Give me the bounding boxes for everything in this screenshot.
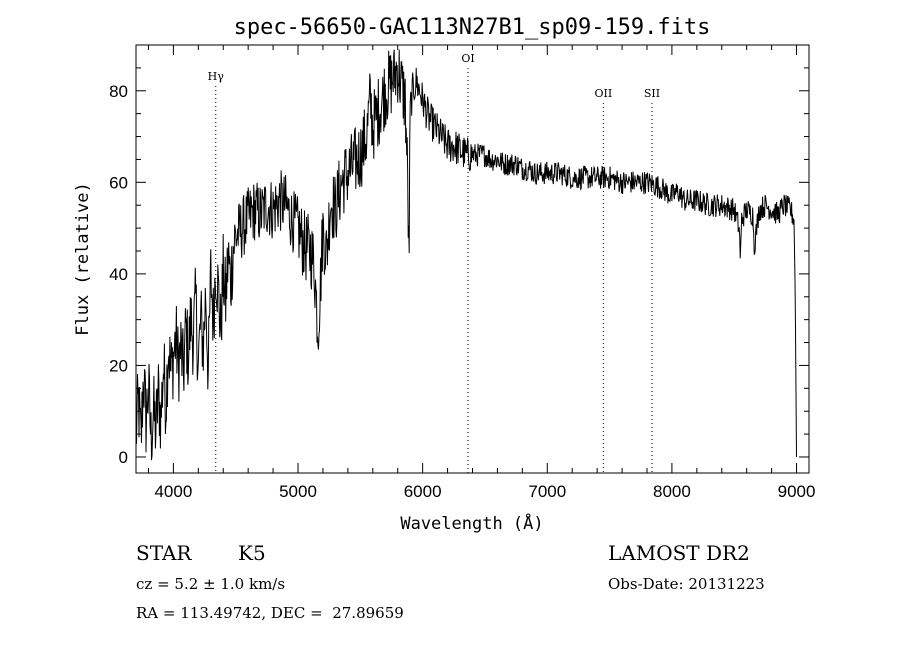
y-tick-labels: 0 20 40 60 80: [109, 82, 128, 467]
chart-title: spec-56650-GAC113N27B1_sp09-159.fits: [234, 15, 711, 40]
y-tick-label: 80: [109, 82, 128, 101]
x-tick-label: 8000: [653, 482, 691, 501]
object-subclass: K5: [238, 541, 266, 565]
y-tick-label: 20: [109, 356, 128, 375]
survey-name: LAMOST DR2: [608, 541, 750, 565]
y-tick-label: 0: [119, 448, 128, 467]
coordinates-text: RA = 113.49742, DEC = 27.89659: [136, 604, 404, 622]
spectral-line-label: OII: [595, 87, 613, 100]
axis-ticks: [136, 44, 809, 473]
spectral-line-label: SII: [644, 87, 660, 100]
object-class: STAR: [136, 541, 192, 565]
redshift-text: cz = 5.2 ± 1.0 km/s: [136, 575, 286, 593]
x-tick-label: 4000: [154, 482, 192, 501]
x-tick-label: 6000: [404, 482, 442, 501]
y-tick-label: 60: [109, 173, 128, 192]
x-tick-label: 7000: [528, 482, 566, 501]
observation-date: Obs-Date: 20131223: [608, 575, 765, 593]
x-tick-label: 9000: [778, 482, 816, 501]
y-axis-label: Flux (relative): [73, 182, 93, 336]
x-axis-label: Wavelength (Å): [400, 512, 543, 534]
y-tick-label: 40: [109, 265, 128, 284]
spectral-line-markers: Hγ OI OII SII: [208, 52, 660, 473]
spectral-line-label: Hγ: [208, 70, 225, 83]
x-tick-labels: 4000 5000 6000 7000 8000 9000: [154, 482, 815, 501]
spectrum-line: [135, 49, 797, 461]
plot-frame: [135, 44, 810, 474]
spectral-line-label: OI: [461, 52, 474, 65]
x-tick-label: 5000: [279, 482, 317, 501]
